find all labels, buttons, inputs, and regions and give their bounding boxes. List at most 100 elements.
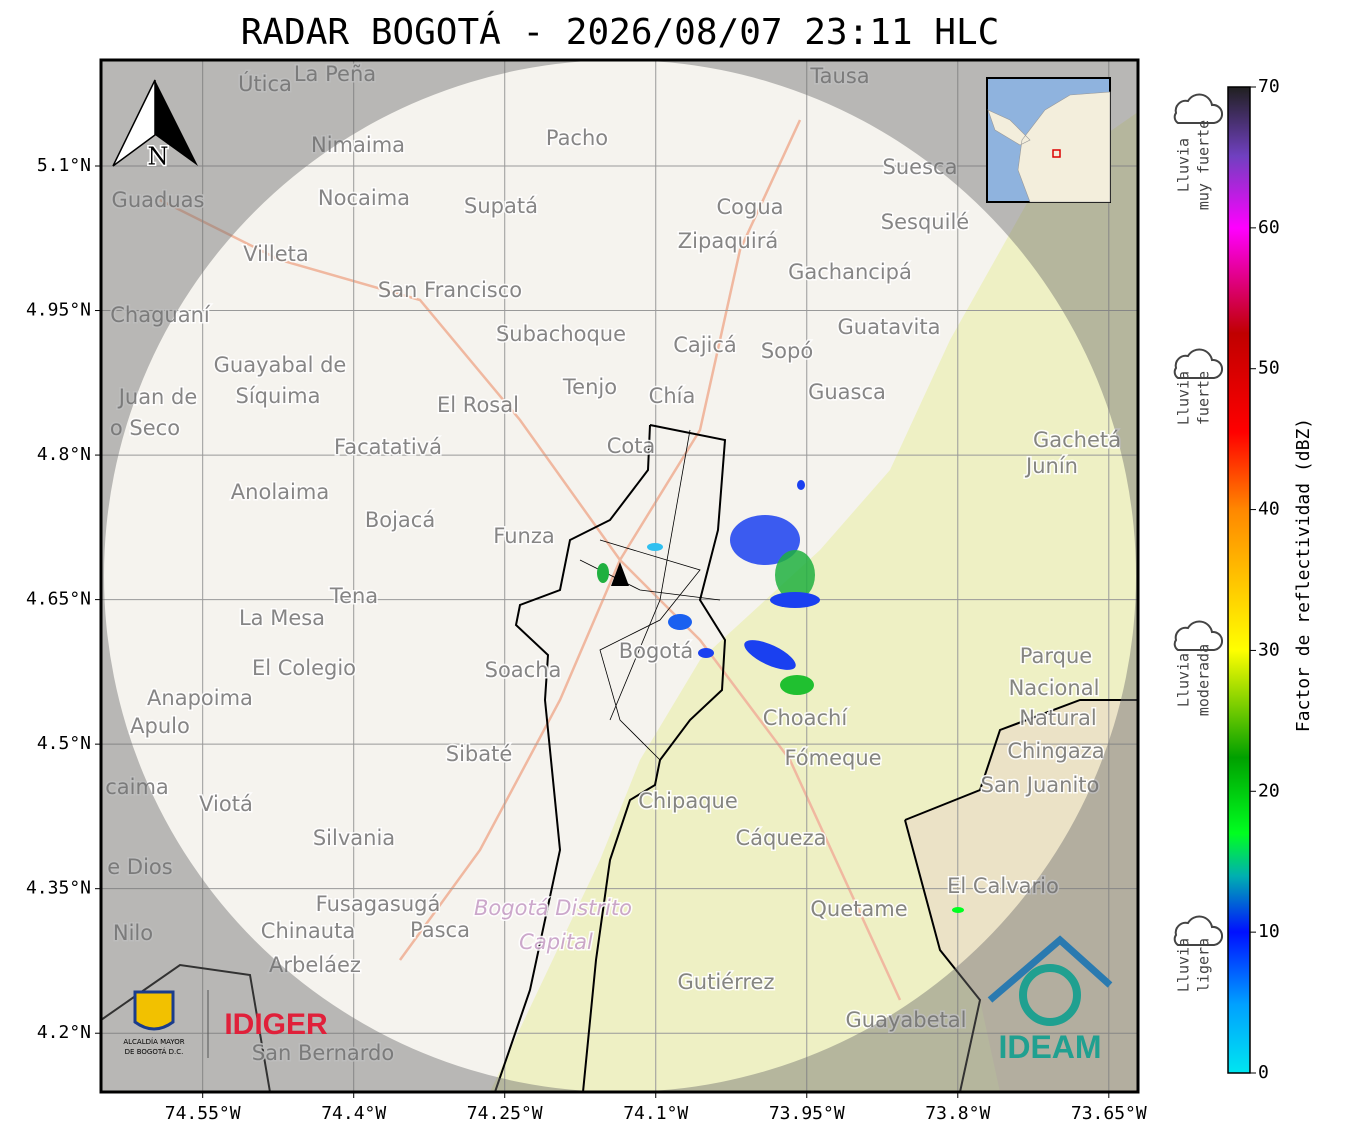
rain-icon [1173,620,1223,651]
place-label: Natural [1019,706,1096,730]
place-label: Nilo [113,921,153,945]
place-label: Apulo [130,714,190,738]
y-tick-label: 4.5°N [37,733,91,754]
y-tick-label: 4.8°N [37,444,91,465]
place-label: Tena [329,584,378,608]
colorbar-tick-label: 60 [1258,217,1280,238]
place-label: Tausa [809,64,869,88]
place-label: e Dios [107,855,172,879]
place-label: Pacho [546,126,608,150]
place-label: Supatá [464,194,538,218]
place-label: Zipaquirá [678,229,778,253]
map: Útica La Peña Tausa Pacho Nimaima Suesca Guadu… [101,60,1138,1092]
rain-icon [1173,93,1223,124]
place-label: Nimaima [311,133,405,157]
x-tick-label: 73.95°W [769,1103,845,1124]
place-label: Junín [1024,454,1078,478]
alcaldia-line-1: ALCALDÍA MAYOR [123,1037,184,1046]
north-label: N [148,143,169,171]
y-tick-label: 4.95°N [26,300,91,321]
y-tick-label: 4.2°N [37,1022,91,1043]
place-label: Gutiérrez [678,970,775,994]
place-label: San Francisco [378,278,522,302]
place-label: Chinauta [261,919,355,943]
colorbar-label: Factor de reflectividad (dBZ) [1293,418,1314,732]
place-label: Suesca [883,155,958,179]
place-label: Chingaza [1007,739,1104,763]
colorbar-tick-label: 30 [1258,639,1280,660]
place-label: Subachoque [496,322,626,346]
place-label: caima [105,775,169,799]
y-tick-label: 5.1°N [37,155,91,176]
place-label: Guayabetal [846,1008,967,1032]
ideam-logo: IDEAM [998,1029,1101,1065]
x-tick-label: 74.4°W [321,1103,386,1124]
rain-label: ligera [1195,938,1213,992]
y-tick-label: 4.65°N [26,589,91,610]
place-label: Bogotá Distrito [474,896,632,920]
x-tick-label: 74.1°W [623,1103,688,1124]
place-label: El Rosal [437,393,519,417]
place-label: Arbeláez [269,953,361,977]
place-label: Sesquilé [881,210,969,234]
place-label: Soacha [485,658,562,682]
place-label: Fusagasugá [316,892,441,916]
place-label: Chipaque [638,789,738,813]
place-label: Guatavita [838,315,941,339]
rain-label: muy fuerte [1195,120,1213,210]
rain-icon [1173,915,1223,946]
place-label: Viotá [199,792,253,816]
place-label: Guayabal de [214,353,347,377]
place-label: Fómeque [784,746,881,770]
place-label: Cajicá [673,333,737,357]
boundaries [101,424,1138,1092]
y-tick-label: 4.35°N [26,878,91,899]
place-label: Facatativá [334,435,442,459]
place-label: Choachí [763,706,849,730]
colorbar-tick-label: 50 [1258,358,1280,379]
place-label: Guasca [808,380,886,404]
place-label: Parque [1020,644,1092,668]
rain-icon [1173,348,1223,379]
place-label: Funza [493,524,554,548]
radar-echoes [597,480,964,913]
colorbar [1227,86,1251,1074]
place-label: Síquima [236,384,321,408]
place-label: Bojacá [365,508,435,532]
place-label: San Juanito [981,773,1100,797]
place-label: Juan de [117,385,198,409]
place-label: Sibaté [446,742,513,766]
place-label: San Bernardo [252,1041,394,1065]
place-label: El Colegio [252,656,356,680]
colorbar-tick-label: 20 [1258,780,1280,801]
place-label: Gachetá [1033,428,1121,452]
place-label: Guaduas [112,188,205,212]
map-frame [99,58,1140,1094]
place-label: Sopó [761,339,813,363]
rain-label: Lluvia [1175,938,1193,992]
colorbar-tick-label: 70 [1258,76,1280,97]
place-label: Capital [519,930,593,954]
place-label: Cota [607,434,656,458]
places: Útica La Peña Tausa Pacho Nimaima Suesca Guadu… [104,61,1123,1067]
place-label: Quetame [810,897,907,921]
place-label: La Mesa [239,606,325,630]
colorbar-tick-label: 10 [1258,921,1280,942]
colorbar-tick-label: 40 [1258,499,1280,520]
place-label: Chía [649,384,696,408]
place-label: El Calvario [947,874,1059,898]
x-tick-label: 74.25°W [467,1103,543,1124]
place-label: Silvania [313,826,395,850]
place-label: Cáqueza [736,826,827,850]
rain-label: Lluvia [1175,138,1193,192]
rain-label: fuerte [1195,371,1213,425]
place-label: o Seco [110,416,180,440]
rain-label: Lluvia [1175,371,1193,425]
x-tick-label: 73.8°W [925,1103,990,1124]
inset-map [986,77,1111,203]
rain-label: Lluvia [1175,653,1193,707]
place-label: Anolaima [231,480,329,504]
place-label: Nacional [1009,676,1100,700]
place-label: Cogua [716,195,783,219]
